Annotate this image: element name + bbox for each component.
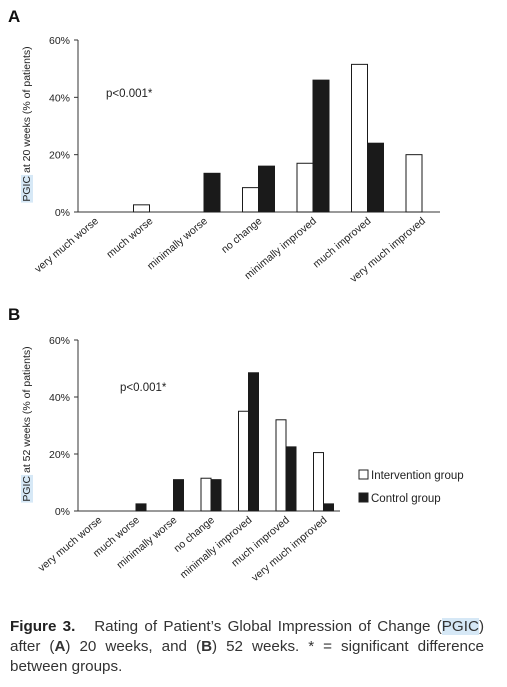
panel-a-bar-intervention — [351, 63, 368, 213]
panel-b-bar-control — [210, 479, 222, 512]
panel-b-category-label: very much worse — [36, 514, 105, 574]
caption-text-4: ) 52 weeks. * = significant difference b… — [10, 638, 485, 675]
panel-a-ytick-label: 40% — [49, 92, 70, 104]
caption-a: A — [54, 638, 66, 655]
panel-b-ytick-label: 40% — [49, 392, 70, 404]
caption-text-3: ) 20 weeks, and ( — [65, 638, 202, 655]
panel-a-ylabel-text: PGIC at 20 weeks (% of patients) — [21, 46, 33, 201]
legend-label-control: Control group — [371, 493, 441, 505]
panel-b-bar-control — [173, 479, 184, 512]
panel-a-bar-intervention — [296, 162, 314, 213]
ylabel-highlight — [21, 174, 33, 203]
panel-b-letter: B — [8, 305, 20, 324]
panel-a-bar-control — [367, 142, 384, 213]
panel-b-bar-intervention — [313, 452, 324, 512]
panel-a-ylabel: PGIC at 20 weeks (% of patients) — [21, 46, 33, 203]
panel-a-category-label: no change — [219, 215, 264, 256]
panel-a-bar-intervention — [133, 204, 150, 213]
panel-a-plot: 0%20%40%60%very much worse much worsemini… — [32, 35, 440, 285]
legend-swatch-control — [358, 492, 369, 503]
panel-b-ylabel: PGIC at 52 weeks (% of patients) — [21, 346, 33, 503]
panel-a-bar-control — [203, 172, 221, 213]
panel-b-bar-control — [135, 503, 147, 512]
legend-swatch-intervention — [358, 469, 369, 480]
panel-b-ytick-label: 60% — [49, 335, 70, 347]
panel-a-ytick-label: 60% — [49, 35, 70, 47]
legend-label-intervention: Intervention group — [371, 470, 464, 482]
panel-a-bar-intervention — [405, 154, 423, 213]
panel-b-bar-intervention — [200, 477, 212, 512]
panel-b-bar-control — [323, 503, 334, 512]
panel-b-bar-control — [285, 446, 297, 512]
panel-a-letter: A — [8, 7, 20, 26]
panel-a-ytick-label: 20% — [49, 150, 70, 162]
panel-a-pvalue: p<0.001* — [106, 88, 153, 100]
panel-a-category-label: much worse — [104, 215, 155, 261]
panel-a-category-label: very much worse — [32, 215, 101, 275]
legend: Intervention group Control group — [358, 469, 464, 505]
panel-b-bar-control — [248, 372, 259, 512]
caption-label: Figure 3. — [10, 618, 76, 635]
caption-highlight: PGIC — [441, 618, 479, 635]
ylabel-highlight — [21, 474, 33, 503]
caption-b: B — [201, 638, 213, 655]
panel-b-ytick-label: 0% — [55, 506, 70, 518]
panel-a-ytick-label: 0% — [55, 207, 70, 219]
panel-b-bar-intervention — [238, 410, 249, 512]
figure-caption: Figure 3. Rating of Patient’s Global Imp… — [10, 617, 484, 677]
caption-text-2: ) after ( — [10, 618, 484, 655]
caption-text-1: Rating of Patient’s Global Impression of… — [94, 618, 442, 635]
panel-b-ylabel-text: PGIC at 52 weeks (% of patients) — [21, 346, 33, 501]
panel-b-bar-intervention — [275, 419, 287, 512]
panel-a-bar-intervention — [242, 187, 259, 213]
panel-b-ytick-label: 20% — [49, 449, 70, 461]
panel-a-bar-control — [312, 79, 330, 213]
panel-b-pvalue: p<0.001* — [120, 382, 167, 394]
panel-a-bar-control — [258, 165, 275, 213]
figure: A PGIC at 20 weeks (% of patients) B PGI… — [8, 7, 464, 584]
